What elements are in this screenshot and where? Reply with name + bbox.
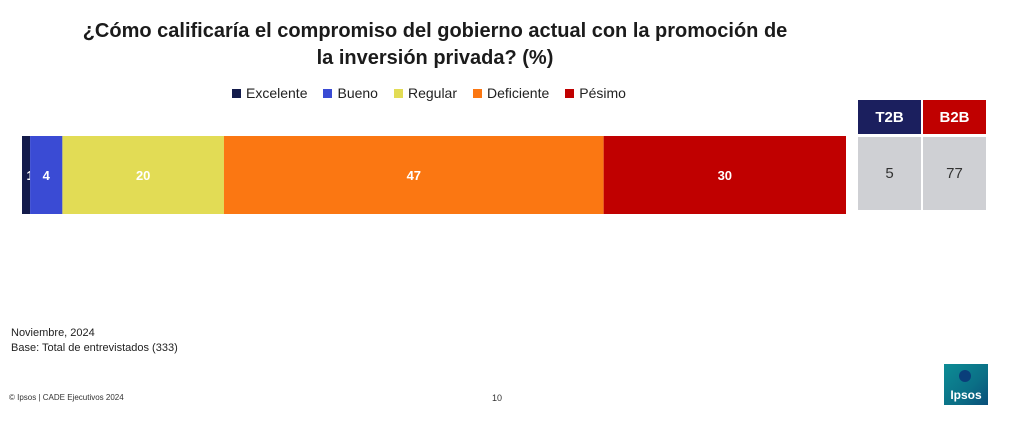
t2b-header: T2B (858, 100, 921, 134)
logo-dot-icon (959, 370, 971, 382)
footnote-date: Noviembre, 2024 (11, 327, 95, 339)
legend-label: Deficiente (487, 85, 550, 101)
t2b-value: 5 (858, 137, 921, 210)
legend-item: Deficiente (473, 85, 549, 101)
ipsos-logo: Ipsos (944, 364, 988, 405)
legend-label: Regular (407, 85, 457, 101)
legend-swatch (565, 88, 575, 98)
bar-segment-bueno (30, 136, 63, 214)
bar-segment-deficiente (223, 136, 604, 214)
data-label-pésimo: 30 (718, 168, 732, 183)
footer-copyright: © Ipsos | CADE Ejecutivos 2024 (9, 393, 124, 402)
chart-title-line1: ¿Cómo calificaría el compromiso del gobi… (82, 20, 788, 42)
chart-title-line2: la inversión privada? (%) (316, 47, 554, 69)
legend-item: Regular (393, 85, 457, 101)
legend-item: Pésimo (565, 85, 626, 101)
legend-swatch (473, 88, 482, 98)
bar-segment-excelente (22, 136, 31, 214)
legend-label: Excelente (246, 85, 308, 101)
logo-text: Ipsos (950, 388, 982, 402)
legend-item: Bueno (323, 85, 378, 101)
legend-swatch (393, 88, 403, 98)
data-label-deficiente: 47 (407, 168, 421, 183)
page-number: 10 (492, 393, 503, 403)
legend-label: Bueno (337, 85, 378, 101)
chart-legend: Excelente Bueno Regular Deficiente Pésimo (232, 84, 642, 102)
chart-title: ¿Cómo calificaría el compromiso del gobi… (60, 18, 810, 72)
bar-segment-regular (62, 136, 224, 214)
legend-swatch (232, 88, 241, 98)
legend-label: Pésimo (579, 85, 626, 101)
legend-item: Excelente (232, 85, 307, 101)
b2b-header: B2B (923, 100, 986, 134)
data-label-regular: 20 (136, 168, 150, 183)
footnote-base: Base: Total de entrevistados (333) (11, 342, 178, 354)
bar-segment-pésimo (603, 136, 846, 214)
b2b-value: 77 (923, 137, 986, 210)
legend-swatch (323, 88, 333, 98)
data-label-bueno: 4 (43, 168, 51, 183)
